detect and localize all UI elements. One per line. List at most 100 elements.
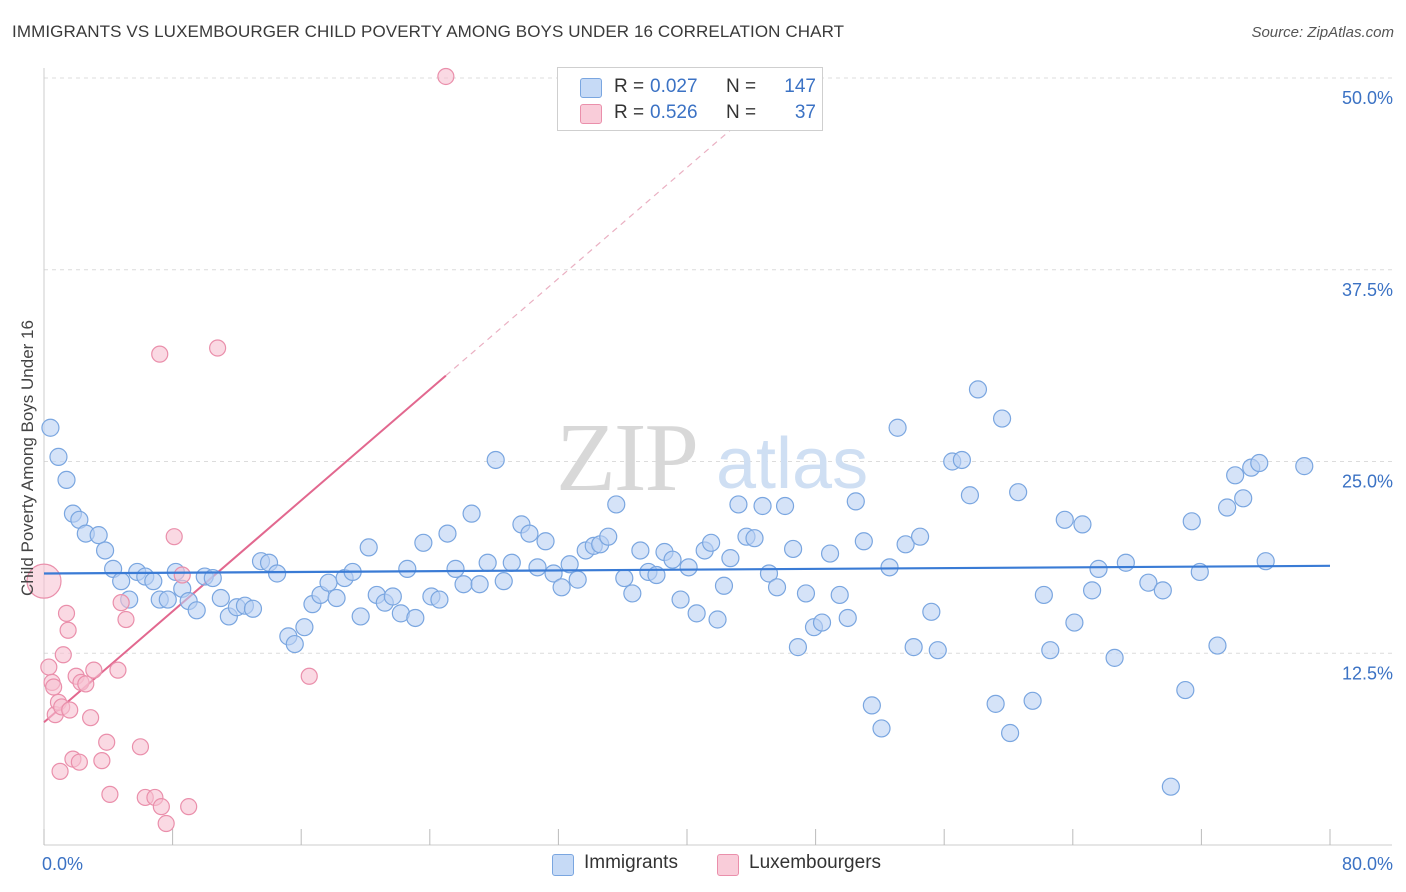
- immigrants-point: [1116, 553, 1135, 572]
- immigrants-point: [89, 526, 108, 545]
- luxembourgers-point: [82, 709, 100, 727]
- immigrants-point: [470, 575, 489, 594]
- immigrants-point: [745, 529, 764, 548]
- immigrants-point: [910, 527, 930, 546]
- immigrants-point: [896, 535, 915, 554]
- luxembourgers-point: [151, 345, 169, 363]
- luxembourgers-point: [300, 667, 318, 685]
- legend-n-label: N =: [726, 76, 757, 97]
- bottom-legend-swatch-luxembourgers: [717, 854, 739, 876]
- immigrants-point: [158, 590, 177, 609]
- immigrants-point: [721, 549, 740, 568]
- immigrants-point: [536, 532, 555, 551]
- immigrants-point: [960, 486, 980, 505]
- immigrants-point: [1055, 510, 1074, 529]
- immigrants-point: [607, 495, 626, 514]
- immigrants-point: [398, 559, 417, 578]
- bottom-legend-swatch-immigrants: [552, 854, 574, 876]
- luxembourgers-point: [152, 798, 170, 816]
- source-label: Source: ZipAtlas.com: [1251, 24, 1394, 41]
- legend-n-value: 147: [784, 76, 816, 97]
- immigrants-point: [888, 418, 907, 437]
- immigrants-point: [552, 578, 571, 597]
- immigrants-point: [319, 573, 338, 592]
- immigrants-point: [631, 541, 650, 560]
- luxembourgers-point: [165, 528, 183, 546]
- immigrants-point: [1105, 648, 1124, 667]
- luxembourgers-point: [109, 661, 127, 679]
- legend-r-label: R =: [614, 76, 645, 97]
- immigrants-point: [1023, 691, 1042, 710]
- legend-r-value: 0.027: [650, 76, 698, 97]
- immigrants-point: [327, 588, 346, 608]
- immigrants-point: [687, 604, 706, 623]
- immigrants-point: [1041, 641, 1060, 660]
- bottom-legend-label-immigrants: Immigrants: [584, 852, 678, 873]
- y-tick-labels: 12.5% 25.0% 37.5% 50.0%: [1342, 88, 1393, 683]
- luxembourgers-point: [85, 661, 103, 679]
- immigrants-point: [406, 608, 425, 628]
- immigrants-point: [359, 538, 378, 557]
- luxembourgers-point: [77, 675, 95, 693]
- immigrants-point: [1139, 573, 1158, 592]
- immigrants-point: [922, 602, 941, 621]
- immigrants-trend-line: [43, 564, 1331, 575]
- immigrants-point: [767, 578, 787, 597]
- immigrants-point: [1250, 453, 1269, 473]
- immigrants-point: [243, 599, 263, 618]
- immigrants-point: [1034, 585, 1053, 605]
- luxembourgers-point: [131, 738, 150, 756]
- luxembourgers-point: [51, 762, 69, 780]
- immigrants-point: [1153, 581, 1172, 600]
- immigrants-point: [383, 587, 402, 606]
- luxembourgers-point: [59, 621, 77, 639]
- watermark-zip: ZIP: [556, 404, 697, 512]
- immigrants-point: [351, 607, 370, 626]
- correlation-legend: R = 0.027 N = 147 R = 0.526 N = 37: [557, 67, 823, 131]
- immigrants-point: [1182, 512, 1201, 531]
- immigrants-point: [430, 590, 449, 609]
- luxembourgers-points: [26, 67, 455, 833]
- immigrants-point: [494, 572, 513, 591]
- immigrants-point: [788, 638, 808, 657]
- immigrants-point: [211, 588, 230, 608]
- luxembourgers-point: [173, 566, 191, 584]
- chart-title: IMMIGRANTS VS LUXEMBOURGER CHILD POVERTY…: [12, 22, 845, 41]
- x-tick-label: 80.0%: [1342, 854, 1393, 874]
- luxembourgers-point: [40, 658, 58, 676]
- immigrants-point: [486, 450, 505, 470]
- immigrants-point: [1226, 466, 1245, 485]
- immigrants-point: [623, 584, 642, 603]
- immigrants-point: [599, 527, 618, 546]
- immigrants-point: [854, 532, 873, 551]
- luxembourgers-point: [117, 610, 135, 629]
- legend-swatch-immigrants: [580, 78, 602, 98]
- immigrants-point: [1001, 723, 1020, 743]
- luxembourgers-point: [93, 752, 111, 770]
- immigrants-point: [796, 584, 816, 603]
- immigrants-point: [952, 450, 971, 470]
- immigrants-point: [1208, 636, 1227, 655]
- y-tick-label: 37.5%: [1342, 280, 1393, 300]
- immigrants-point: [285, 634, 304, 654]
- immigrants-point: [928, 641, 947, 660]
- luxembourgers-trend: [43, 114, 749, 724]
- luxembourgers-point: [61, 701, 79, 719]
- immigrants-point: [1176, 680, 1195, 700]
- legend-n-label: N =: [726, 102, 757, 123]
- immigrants-point: [1065, 613, 1084, 632]
- immigrants-point: [904, 638, 923, 657]
- immigrants-point: [986, 694, 1005, 713]
- immigrants-point: [708, 610, 727, 629]
- immigrants-point: [528, 558, 547, 577]
- immigrants-point: [454, 575, 473, 594]
- axes: [43, 68, 1392, 846]
- legend-r-value: 0.526: [650, 102, 698, 123]
- luxembourgers-point: [112, 594, 130, 612]
- y-tick-label: 50.0%: [1342, 88, 1393, 108]
- immigrants-point: [753, 496, 772, 516]
- immigrants-point: [112, 572, 131, 591]
- luxembourgers-trend-line: [43, 374, 447, 724]
- legend-swatch-luxembourgers: [580, 104, 602, 124]
- immigrants-point: [820, 544, 840, 563]
